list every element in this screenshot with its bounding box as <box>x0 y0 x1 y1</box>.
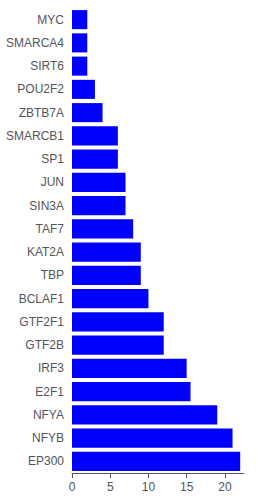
svg-text:MYC: MYC <box>37 13 64 27</box>
svg-text:KAT2A: KAT2A <box>27 245 64 259</box>
svg-text:TBP: TBP <box>41 268 64 282</box>
svg-text:SMARCA4: SMARCA4 <box>6 36 64 50</box>
svg-text:15: 15 <box>180 480 194 494</box>
svg-text:SP1: SP1 <box>41 152 64 166</box>
svg-text:SIN3A: SIN3A <box>29 199 64 213</box>
svg-text:POU2F2: POU2F2 <box>17 82 64 96</box>
svg-text:TAF7: TAF7 <box>36 222 65 236</box>
svg-text:BCLAF1: BCLAF1 <box>19 292 65 306</box>
svg-text:20: 20 <box>218 480 232 494</box>
svg-text:NFYA: NFYA <box>33 408 64 422</box>
svg-text:NFYB: NFYB <box>32 431 64 445</box>
svg-text:ZBTB7A: ZBTB7A <box>19 106 64 120</box>
svg-text:JUN: JUN <box>41 175 64 189</box>
svg-text:5: 5 <box>107 480 114 494</box>
svg-text:IRF3: IRF3 <box>38 361 64 375</box>
svg-text:E2F1: E2F1 <box>35 385 64 399</box>
svg-text:SIRT6: SIRT6 <box>30 59 64 73</box>
svg-text:0: 0 <box>69 480 76 494</box>
svg-text:SMARCB1: SMARCB1 <box>6 129 64 143</box>
svg-text:GTF2F1: GTF2F1 <box>19 315 64 329</box>
svg-text:10: 10 <box>142 480 156 494</box>
svg-text:EP300: EP300 <box>28 454 64 468</box>
svg-text:GTF2B: GTF2B <box>25 338 64 352</box>
